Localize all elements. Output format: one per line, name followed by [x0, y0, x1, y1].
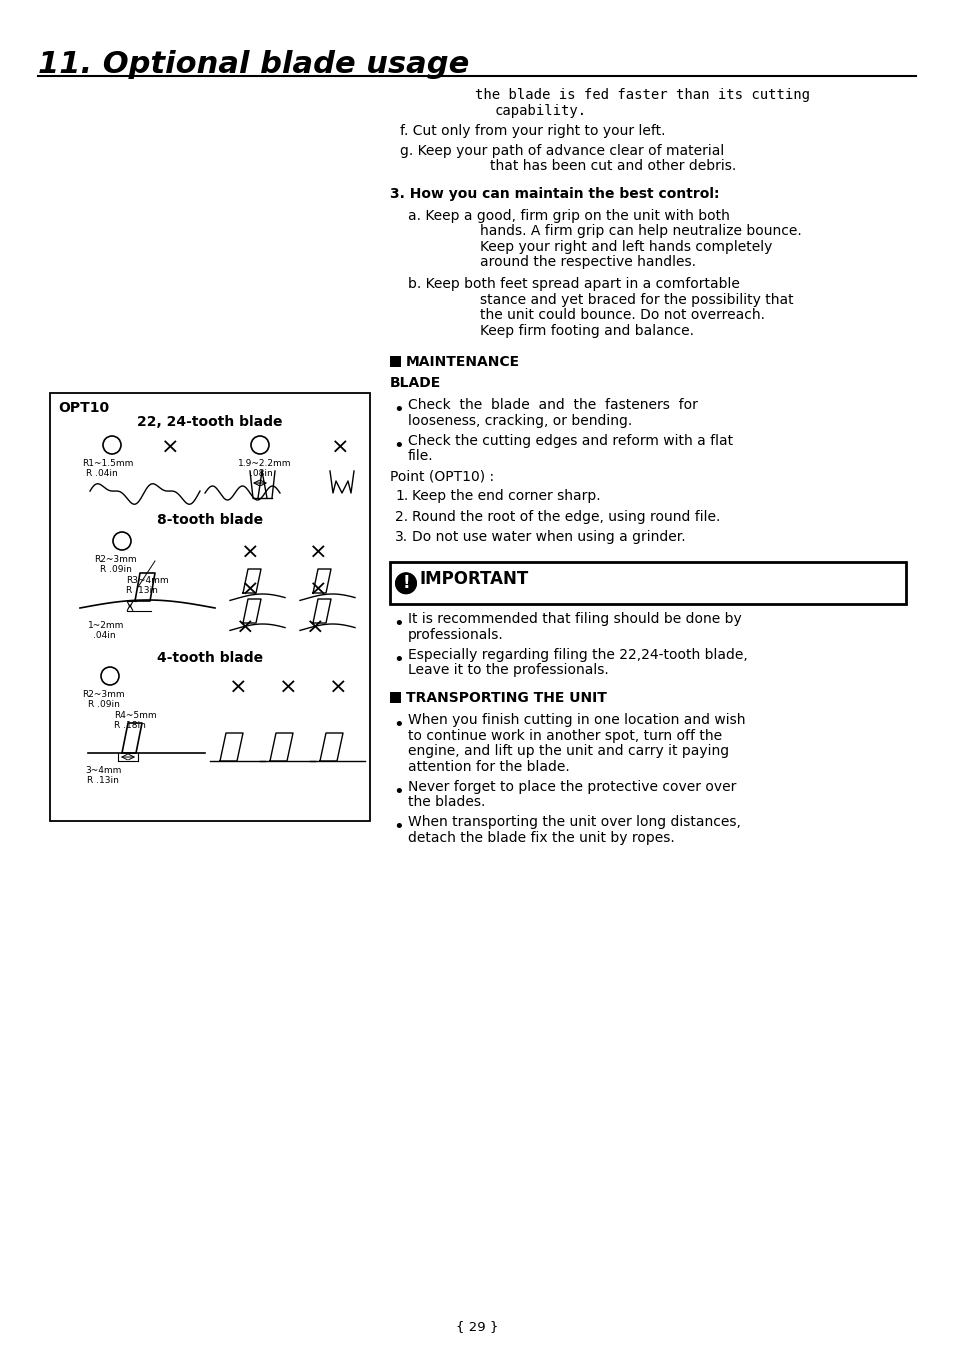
Text: the blades.: the blades. — [408, 795, 485, 809]
Text: ×: × — [235, 617, 254, 638]
Text: 8-tooth blade: 8-tooth blade — [157, 514, 263, 527]
Text: R2~3mm: R2~3mm — [82, 690, 125, 700]
Text: •: • — [393, 615, 403, 634]
Text: to continue work in another spot, turn off the: to continue work in another spot, turn o… — [408, 728, 721, 743]
Text: around the respective handles.: around the respective handles. — [479, 255, 696, 270]
Text: MAINTENANCE: MAINTENANCE — [406, 355, 519, 368]
Text: R .13in: R .13in — [87, 776, 119, 785]
Text: •: • — [393, 400, 403, 419]
Text: attention for the blade.: attention for the blade. — [408, 759, 569, 774]
Text: 4-tooth blade: 4-tooth blade — [157, 651, 263, 665]
Text: R .18in: R .18in — [113, 721, 146, 731]
Text: •: • — [393, 716, 403, 735]
Text: •: • — [393, 783, 403, 801]
Text: Especially regarding filing the 22,24-tooth blade,: Especially regarding filing the 22,24-to… — [408, 648, 747, 662]
Text: ×: × — [309, 580, 327, 600]
Text: •: • — [393, 651, 403, 669]
Bar — [390, 356, 400, 367]
Text: 3.: 3. — [395, 530, 408, 543]
Text: TRANSPORTING THE UNIT: TRANSPORTING THE UNIT — [406, 692, 606, 705]
Text: engine, and lift up the unit and carry it paying: engine, and lift up the unit and carry i… — [408, 744, 728, 758]
Text: { 29 }: { 29 } — [456, 1320, 497, 1333]
Text: a. Keep a good, firm grip on the unit with both: a. Keep a good, firm grip on the unit wi… — [408, 209, 729, 222]
Text: Keep firm footing and balance.: Keep firm footing and balance. — [479, 324, 693, 337]
Text: 1~2mm: 1~2mm — [88, 621, 124, 630]
Text: ×: × — [240, 580, 259, 600]
Text: !: ! — [402, 574, 410, 592]
Text: hands. A firm grip can help neutralize bounce.: hands. A firm grip can help neutralize b… — [479, 224, 801, 239]
Bar — [390, 693, 400, 704]
Text: Never forget to place the protective cover over: Never forget to place the protective cov… — [408, 779, 736, 794]
Text: 1.9~2.2mm: 1.9~2.2mm — [237, 460, 292, 468]
Text: g. Keep your path of advance clear of material: g. Keep your path of advance clear of ma… — [399, 144, 723, 158]
Text: R2~3mm: R2~3mm — [94, 555, 136, 563]
Text: R .13in: R .13in — [126, 586, 157, 594]
Text: •: • — [393, 437, 403, 454]
Text: .08in: .08in — [250, 469, 273, 479]
Text: 3~4mm: 3~4mm — [85, 766, 121, 775]
Text: It is recommended that filing should be done by: It is recommended that filing should be … — [408, 612, 741, 627]
Text: •: • — [393, 818, 403, 836]
Text: When you finish cutting in one location and wish: When you finish cutting in one location … — [408, 713, 744, 727]
Text: ×: × — [309, 543, 327, 563]
Text: ×: × — [160, 438, 179, 458]
Text: 22, 24-tooth blade: 22, 24-tooth blade — [137, 415, 282, 429]
Text: detach the blade fix the unit by ropes.: detach the blade fix the unit by ropes. — [408, 830, 674, 845]
Text: the unit could bounce. Do not overreach.: the unit could bounce. Do not overreach. — [479, 309, 764, 322]
Text: 2.: 2. — [395, 510, 408, 523]
Text: Keep your right and left hands completely: Keep your right and left hands completel… — [479, 240, 772, 253]
Bar — [50, 394, 370, 821]
Text: Point (OPT10) :: Point (OPT10) : — [390, 469, 494, 484]
Text: ×: × — [240, 543, 259, 563]
Text: ×: × — [229, 678, 247, 698]
Text: Keep the end corner sharp.: Keep the end corner sharp. — [412, 489, 600, 503]
Text: R3~4mm: R3~4mm — [126, 576, 169, 585]
Text: Check the cutting edges and reform with a flat: Check the cutting edges and reform with … — [408, 434, 732, 448]
Text: ×: × — [278, 678, 297, 698]
Text: R .04in: R .04in — [86, 469, 117, 479]
Bar — [390, 562, 905, 604]
Text: When transporting the unit over long distances,: When transporting the unit over long dis… — [408, 816, 740, 829]
Text: Round the root of the edge, using round file.: Round the root of the edge, using round … — [412, 510, 720, 523]
Text: stance and yet braced for the possibility that: stance and yet braced for the possibilit… — [479, 293, 793, 306]
Text: R .09in: R .09in — [100, 565, 132, 574]
Text: 3. How you can maintain the best control:: 3. How you can maintain the best control… — [390, 187, 719, 201]
Text: ×: × — [329, 678, 347, 698]
Text: ×: × — [331, 438, 349, 458]
Text: 11. Optional blade usage: 11. Optional blade usage — [38, 50, 469, 80]
Text: b. Keep both feet spread apart in a comfortable: b. Keep both feet spread apart in a comf… — [408, 278, 740, 291]
Text: the blade is fed faster than its cutting: the blade is fed faster than its cutting — [475, 88, 809, 102]
Text: 1.: 1. — [395, 489, 408, 503]
Text: Do not use water when using a grinder.: Do not use water when using a grinder. — [412, 530, 685, 543]
Circle shape — [395, 573, 416, 593]
Text: .04in: .04in — [92, 631, 115, 640]
Text: BLADE: BLADE — [390, 376, 441, 391]
Text: file.: file. — [408, 449, 434, 464]
Text: R .09in: R .09in — [88, 700, 120, 709]
Text: Leave it to the professionals.: Leave it to the professionals. — [408, 663, 608, 678]
Text: capability.: capability. — [495, 104, 586, 117]
Text: f. Cut only from your right to your left.: f. Cut only from your right to your left… — [399, 124, 665, 137]
Text: OPT10: OPT10 — [58, 400, 109, 415]
Text: R1~1.5mm: R1~1.5mm — [82, 460, 133, 468]
Text: R4~5mm: R4~5mm — [113, 710, 156, 720]
Text: IMPORTANT: IMPORTANT — [419, 570, 529, 588]
Text: looseness, cracking, or bending.: looseness, cracking, or bending. — [408, 414, 632, 427]
Text: ×: × — [305, 617, 324, 638]
Text: professionals.: professionals. — [408, 628, 503, 642]
Text: Check  the  blade  and  the  fasteners  for: Check the blade and the fasteners for — [408, 398, 698, 412]
Text: that has been cut and other debris.: that has been cut and other debris. — [490, 159, 736, 174]
